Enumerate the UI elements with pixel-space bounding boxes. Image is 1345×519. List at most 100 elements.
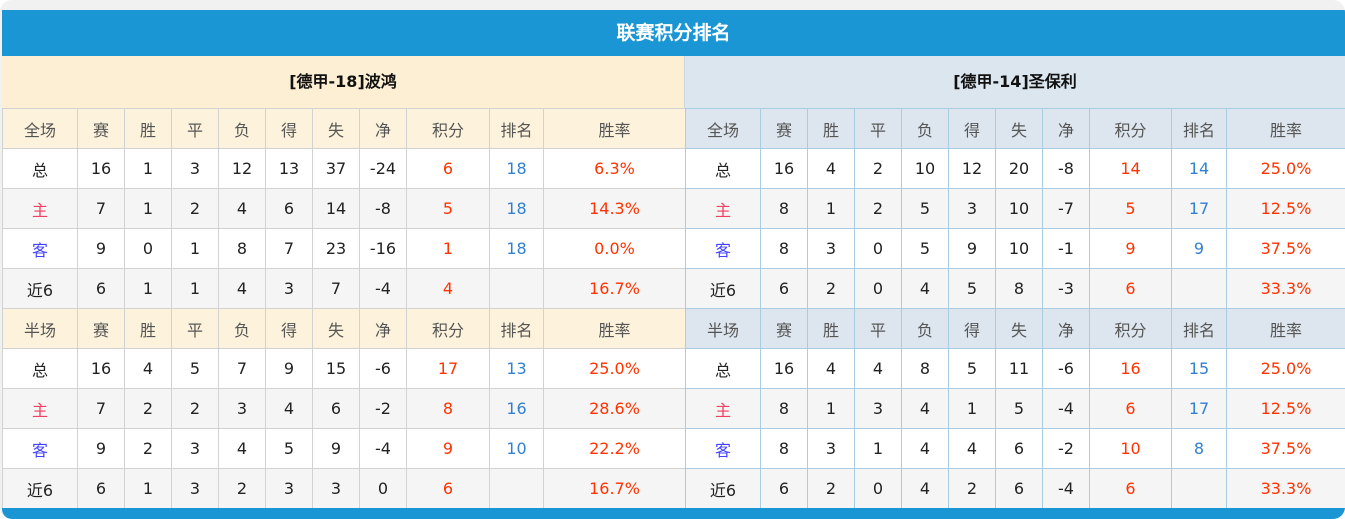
table-row: 总 16 4 2 10 12 20 -8 14 14 25.0% (685, 148, 1345, 189)
points: 1 (406, 228, 490, 269)
goal-diff: -16 (359, 228, 407, 269)
team-name: [德甲-18]波鸿 (2, 56, 685, 108)
column-header: 积分 (1089, 108, 1172, 149)
header-row: 全场赛胜平负得失净积分 排名 胜率 (2, 108, 686, 149)
rank (1171, 468, 1227, 509)
win-rate: 6.3% (543, 148, 686, 189)
losses: 4 (901, 268, 949, 309)
losses: 8 (901, 348, 949, 389)
column-header: 胜率 (1226, 308, 1345, 349)
column-header: 净 (359, 108, 407, 149)
column-header: 得 (948, 308, 996, 349)
wins: 3 (807, 428, 855, 469)
column-header: 赛 (760, 308, 808, 349)
points: 6 (1089, 468, 1172, 509)
losses: 2 (218, 468, 266, 509)
draws: 3 (171, 148, 219, 189)
column-header: 负 (218, 308, 266, 349)
header-row: 半场赛胜平负得失净积分 排名 胜率 (685, 308, 1345, 349)
goal-diff: -7 (1042, 188, 1090, 229)
column-header: 胜 (807, 108, 855, 149)
played: 8 (760, 228, 808, 269)
played: 9 (77, 428, 125, 469)
table-row: 客 8 3 0 5 9 10 -1 9 9 37.5% (685, 228, 1345, 269)
played: 8 (760, 388, 808, 429)
goals-for: 6 (265, 188, 313, 229)
losses: 7 (218, 348, 266, 389)
draws: 5 (171, 348, 219, 389)
panel-title: 联赛积分排名 (2, 10, 1345, 56)
column-header: 赛 (77, 308, 125, 349)
goal-diff: -24 (359, 148, 407, 189)
wins: 2 (807, 268, 855, 309)
column-header: 胜率 (1226, 108, 1345, 149)
column-header: 得 (265, 308, 313, 349)
column-header: 半场 (2, 308, 78, 349)
goals-for: 9 (265, 348, 313, 389)
goal-diff: -2 (359, 388, 407, 429)
row-label: 近6 (2, 268, 78, 309)
win-rate: 0.0% (543, 228, 686, 269)
played: 6 (760, 468, 808, 509)
rank (1171, 268, 1227, 309)
goals-for: 7 (265, 228, 313, 269)
draws: 0 (854, 468, 902, 509)
goals-for: 5 (948, 348, 996, 389)
table-row: 主 7 1 2 4 6 14 -8 5 18 14.3% (2, 188, 686, 229)
goals-for: 3 (265, 268, 313, 309)
goals-against: 14 (312, 188, 360, 229)
column-header: 净 (1042, 308, 1090, 349)
goals-against: 6 (995, 468, 1043, 509)
rank (489, 268, 544, 309)
played: 6 (77, 468, 125, 509)
played: 9 (77, 228, 125, 269)
points: 6 (406, 148, 490, 189)
table-row: 主 7 2 2 3 4 6 -2 8 16 28.6% (2, 388, 686, 429)
goals-against: 5 (995, 388, 1043, 429)
column-header: 积分 (1089, 308, 1172, 349)
losses: 4 (218, 268, 266, 309)
row-label: 近6 (2, 468, 78, 509)
draws: 3 (171, 428, 219, 469)
goals-against: 11 (995, 348, 1043, 389)
win-rate: 16.7% (543, 268, 686, 309)
points: 14 (1089, 148, 1172, 189)
win-rate: 25.0% (1226, 348, 1345, 389)
rank: 8 (1171, 428, 1227, 469)
goals-against: 15 (312, 348, 360, 389)
win-rate: 25.0% (1226, 148, 1345, 189)
wins: 4 (124, 348, 172, 389)
losses: 4 (218, 428, 266, 469)
table-row: 总 16 4 5 7 9 15 -6 17 13 25.0% (2, 348, 686, 389)
rank: 18 (489, 188, 544, 229)
win-rate: 16.7% (543, 468, 686, 509)
column-header: 排名 (489, 108, 544, 149)
goals-against: 7 (312, 268, 360, 309)
rank: 16 (489, 388, 544, 429)
column-header: 胜 (124, 108, 172, 149)
column-header: 失 (995, 308, 1043, 349)
goals-for: 2 (948, 468, 996, 509)
row-label: 主 (2, 388, 78, 429)
column-header: 得 (265, 108, 313, 149)
points: 8 (406, 388, 490, 429)
goals-against: 23 (312, 228, 360, 269)
goal-diff: 0 (359, 468, 407, 509)
rank: 13 (489, 348, 544, 389)
row-label: 总 (2, 148, 78, 189)
points: 6 (406, 468, 490, 509)
draws: 0 (854, 228, 902, 269)
column-header: 排名 (489, 308, 544, 349)
losses: 4 (901, 468, 949, 509)
wins: 1 (807, 188, 855, 229)
column-header: 失 (995, 108, 1043, 149)
goal-diff: -8 (1042, 148, 1090, 189)
table-row: 总 16 1 3 12 13 37 -24 6 18 6.3% (2, 148, 686, 189)
goal-diff: -4 (359, 428, 407, 469)
goal-diff: -3 (1042, 268, 1090, 309)
points: 6 (1089, 388, 1172, 429)
losses: 5 (901, 228, 949, 269)
win-rate: 33.3% (1226, 268, 1345, 309)
win-rate: 22.2% (543, 428, 686, 469)
column-header: 全场 (685, 108, 761, 149)
